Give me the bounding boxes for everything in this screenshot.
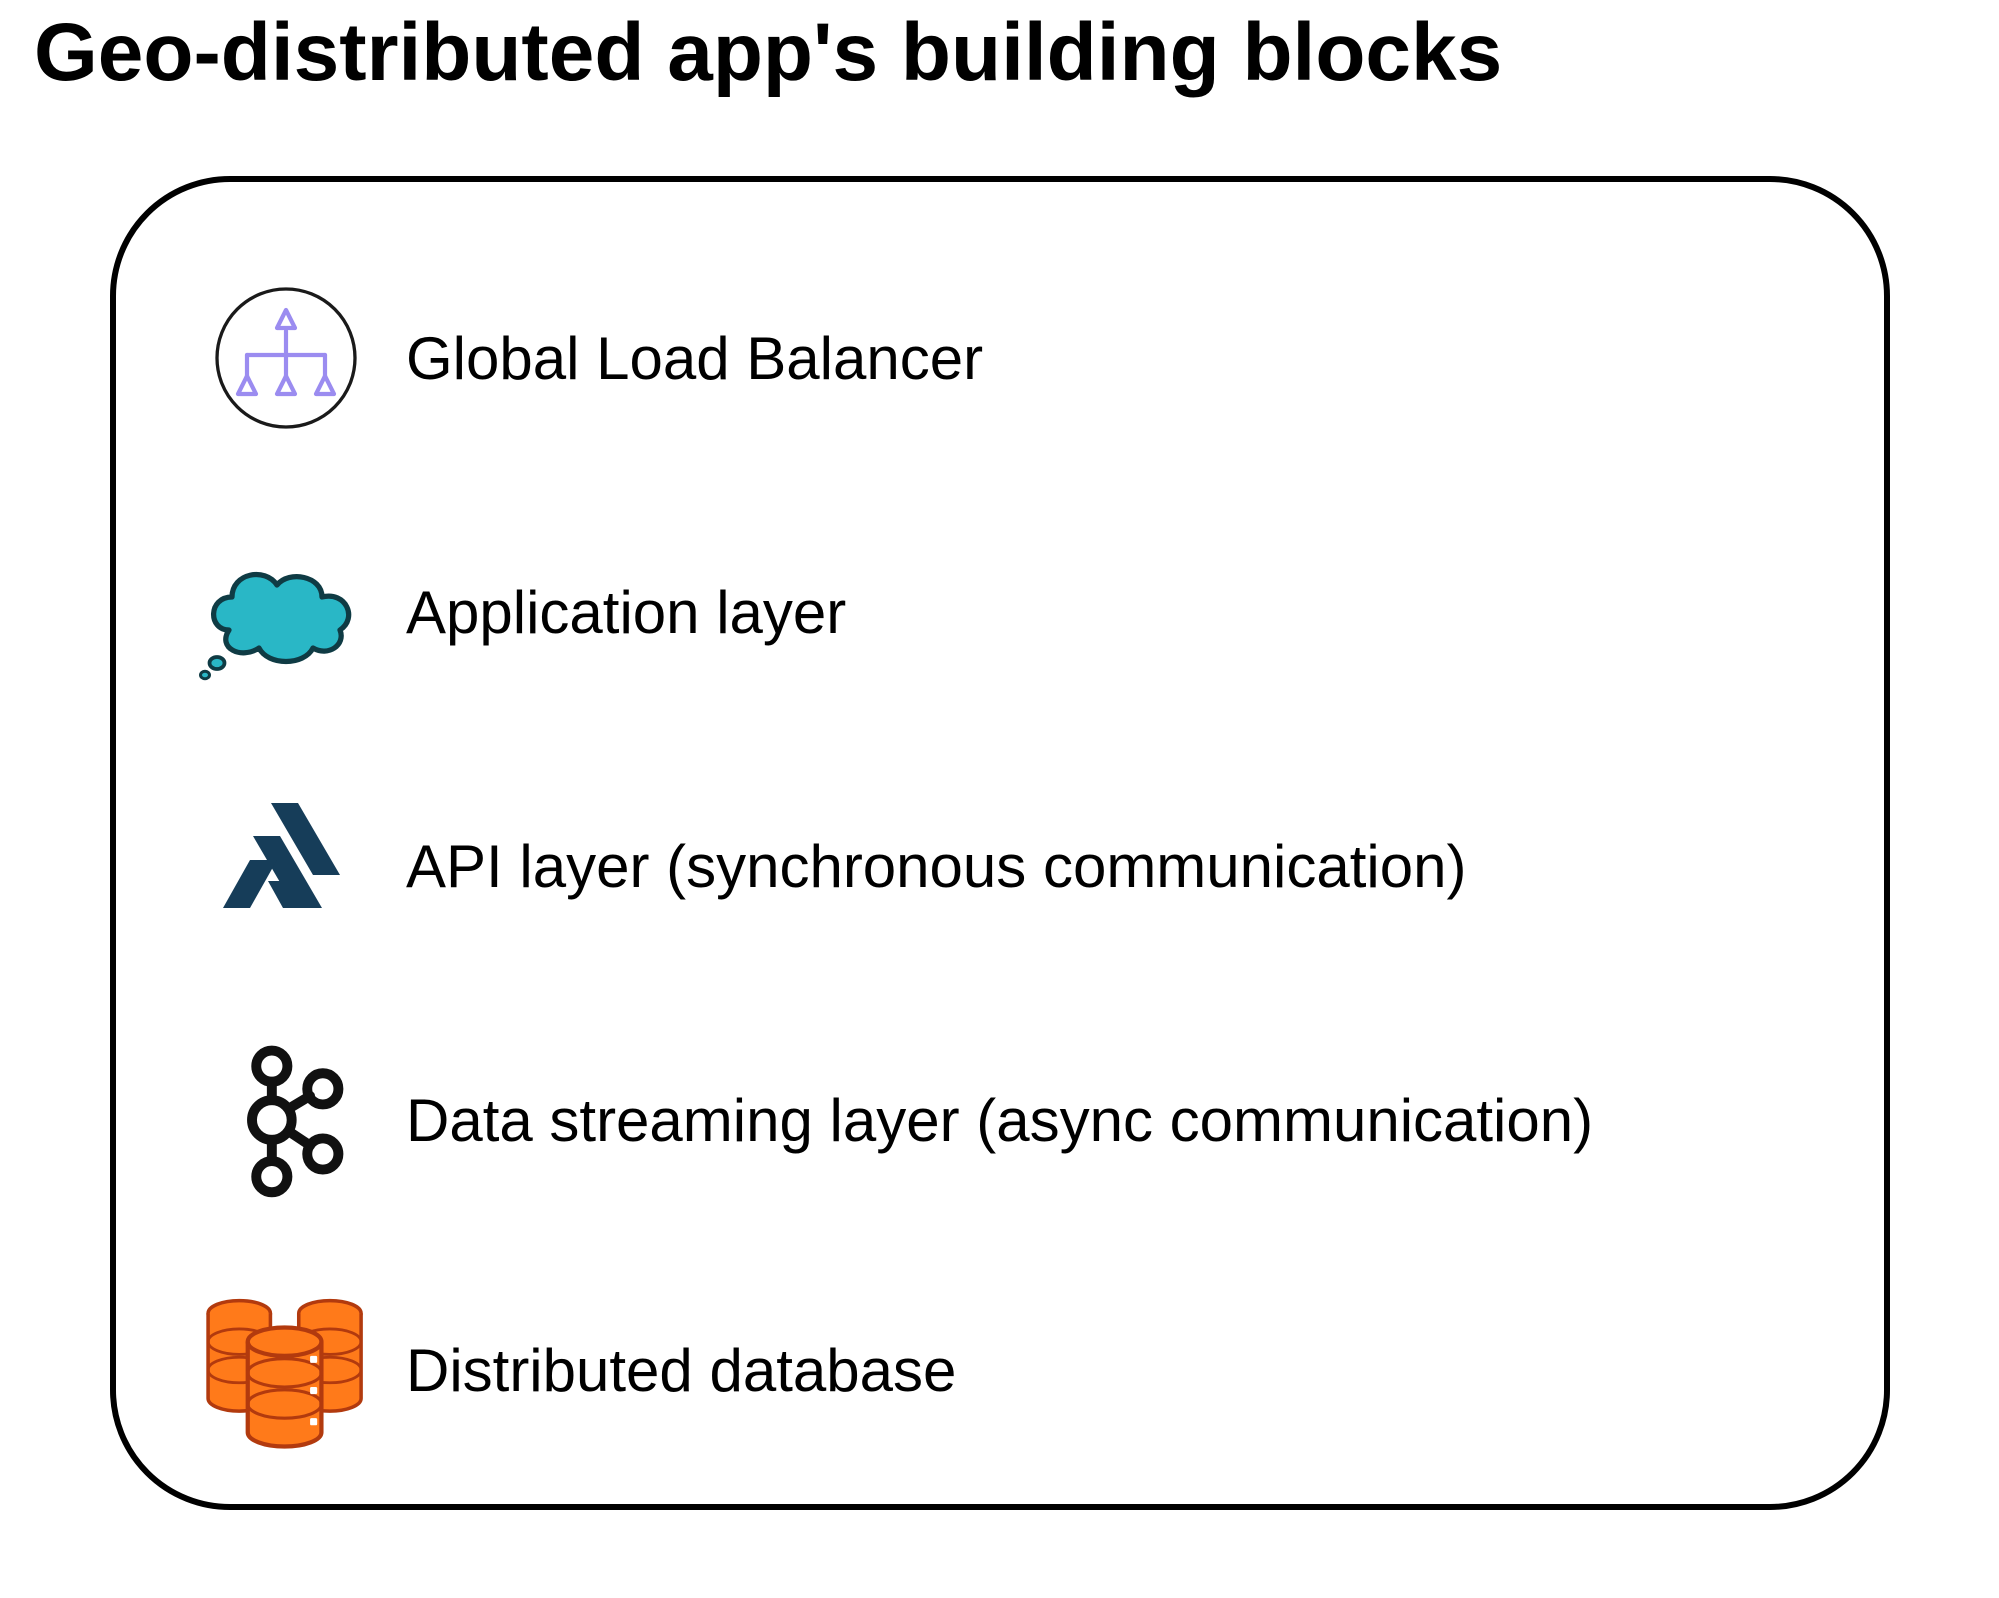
- building-blocks-panel: Global Load Balancer Application layer: [110, 176, 1890, 1510]
- item-label: API layer (synchronous communication): [406, 832, 1466, 901]
- load-balancer-icon: [176, 283, 396, 433]
- item-data-streaming: Data streaming layer (async communicatio…: [176, 1030, 1824, 1210]
- item-distributed-db: Distributed database: [176, 1280, 1824, 1460]
- database-icon: [176, 1285, 396, 1455]
- item-label: Global Load Balancer: [406, 324, 983, 393]
- item-label: Distributed database: [406, 1336, 956, 1405]
- item-global-load-balancer: Global Load Balancer: [176, 268, 1824, 448]
- item-label: Data streaming layer (async communicatio…: [406, 1086, 1593, 1155]
- api-icon: [176, 791, 396, 941]
- item-application-layer: Application layer: [176, 522, 1824, 702]
- cloud-icon: [176, 537, 396, 687]
- item-api-layer: API layer (synchronous communication): [176, 776, 1824, 956]
- kafka-icon: [176, 1035, 396, 1205]
- diagram-title: Geo-distributed app's building blocks: [34, 6, 1502, 100]
- item-label: Application layer: [406, 578, 846, 647]
